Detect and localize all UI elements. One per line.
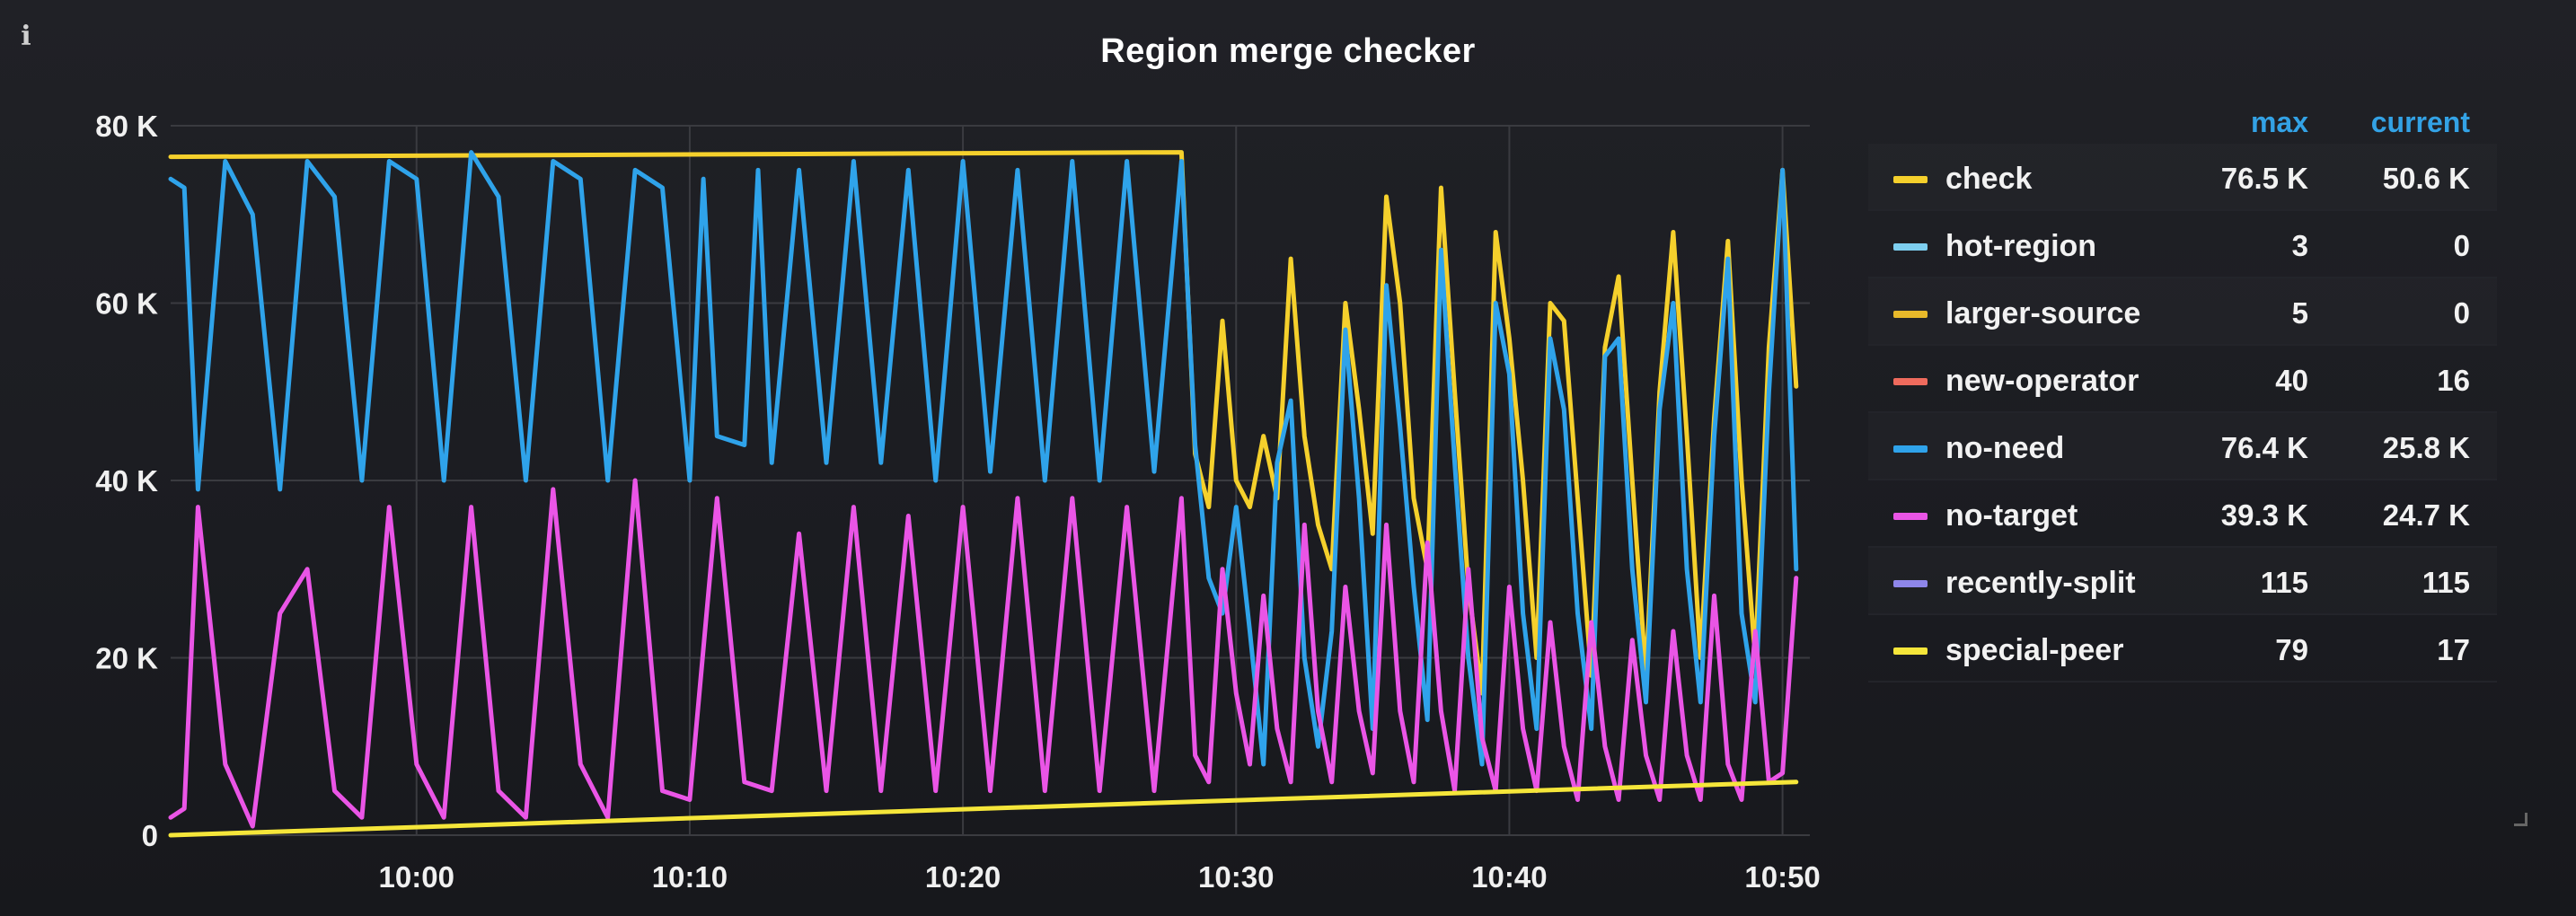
axis-labels: 0 20 K 40 K 60 K 80 K 10:00 10:10 10:20 10:30 10:… xyxy=(95,110,1821,894)
legend-max-header[interactable]: max xyxy=(2250,106,2308,138)
legend-current-value: 0 xyxy=(2453,296,2470,330)
x-tick-label: 10:20 xyxy=(925,860,1001,894)
legend-current-value: 24.7 K xyxy=(2382,498,2470,532)
legend-current-value: 17 xyxy=(2437,633,2470,666)
legend-swatch[interactable] xyxy=(1893,580,1928,587)
info-icon[interactable]: i xyxy=(21,21,31,52)
series-line-no-need xyxy=(168,150,1799,767)
x-tick-label: 10:10 xyxy=(652,860,728,894)
legend-max-value: 76.4 K xyxy=(2220,431,2308,464)
legend-series-name[interactable]: no-target xyxy=(1945,498,2078,533)
legend-row-hot-region[interactable]: hot-region 3 0 xyxy=(1868,211,2497,278)
legend-current-header[interactable]: current xyxy=(2370,106,2470,138)
legend-max-value: 76.5 K xyxy=(2220,162,2308,195)
legend-series-name[interactable]: special-peer xyxy=(1945,633,2124,667)
legend-swatch[interactable] xyxy=(1893,311,1928,318)
legend-row-new-operator[interactable]: new-operator 40 16 xyxy=(1868,346,2497,413)
legend-swatch[interactable] xyxy=(1893,513,1928,520)
legend-swatch[interactable] xyxy=(1893,378,1928,385)
y-tick-label: 40 K xyxy=(95,464,158,498)
y-tick-label: 0 xyxy=(142,819,158,852)
series-lines xyxy=(168,150,1799,838)
resize-handle[interactable] xyxy=(2514,813,2527,826)
y-tick-label: 60 K xyxy=(95,287,158,321)
legend-series-name[interactable]: no-need xyxy=(1945,431,2065,465)
series-line-no-target xyxy=(168,478,1799,829)
legend-current-value: 25.8 K xyxy=(2382,431,2470,464)
legend-max-value: 40 xyxy=(2275,364,2308,397)
legend-max-value: 39.3 K xyxy=(2220,498,2308,532)
y-tick-label: 20 K xyxy=(95,642,158,675)
legend-max-value: 79 xyxy=(2275,633,2308,666)
series-line-check xyxy=(168,150,1799,696)
legend-table: max current check 76.5 K 50.6 K hot-region 3… xyxy=(1868,99,2497,683)
legend-row-special-peer[interactable]: special-peer 79 17 xyxy=(1868,615,2497,683)
legend-series-name[interactable]: recently-split xyxy=(1945,566,2136,600)
legend-current-value: 16 xyxy=(2437,364,2470,397)
legend-current-value: 115 xyxy=(2422,566,2470,599)
legend-row-no-target[interactable]: no-target 39.3 K 24.7 K xyxy=(1868,480,2497,548)
legend-row-check[interactable]: check 76.5 K 50.6 K xyxy=(1868,144,2497,211)
legend-series-name[interactable]: hot-region xyxy=(1945,229,2097,263)
legend-row-no-need[interactable]: no-need 76.4 K 25.8 K xyxy=(1868,413,2497,480)
panel-title[interactable]: Region merge checker xyxy=(1100,32,1476,70)
legend-series-name[interactable]: check xyxy=(1945,162,2033,196)
legend-max-value: 115 xyxy=(2260,566,2308,599)
legend-swatch[interactable] xyxy=(1893,243,1928,251)
legend-row-larger-source[interactable]: larger-source 5 0 xyxy=(1868,278,2497,346)
legend-series-name[interactable]: new-operator xyxy=(1945,364,2139,398)
legend-series-name[interactable]: larger-source xyxy=(1945,296,2141,330)
x-tick-label: 10:30 xyxy=(1198,860,1274,894)
legend-swatch[interactable] xyxy=(1893,176,1928,183)
x-tick-label: 10:00 xyxy=(379,860,454,894)
legend-header: max current xyxy=(1868,99,2497,144)
legend-current-value: 50.6 K xyxy=(2382,162,2470,195)
x-tick-label: 10:40 xyxy=(1471,860,1547,894)
series-line-special-peer xyxy=(168,779,1799,838)
legend-max-value: 3 xyxy=(2291,229,2308,262)
x-tick-label: 10:50 xyxy=(1744,860,1820,894)
legend-row-recently-split[interactable]: recently-split 115 115 xyxy=(1868,548,2497,615)
legend-swatch[interactable] xyxy=(1893,445,1928,453)
legend-max-value: 5 xyxy=(2291,296,2308,330)
y-tick-label: 80 K xyxy=(95,110,158,143)
legend-swatch[interactable] xyxy=(1893,647,1928,655)
legend-current-value: 0 xyxy=(2453,229,2470,262)
